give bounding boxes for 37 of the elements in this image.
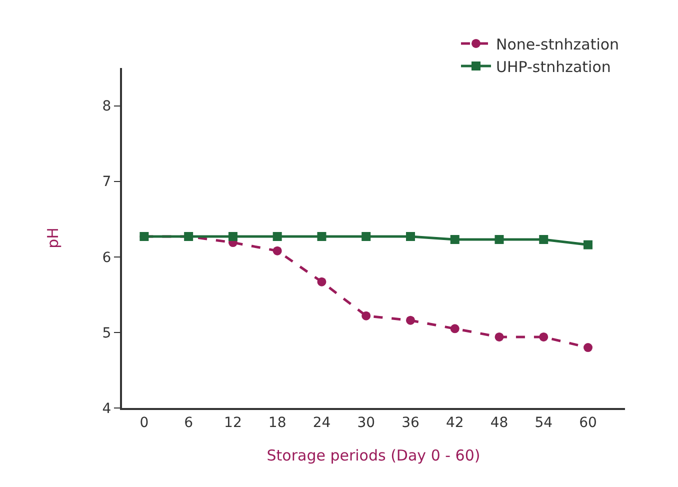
legend-label: UHP-stnhzation <box>496 58 611 76</box>
point <box>317 232 326 241</box>
point <box>362 232 371 241</box>
x-tick-label: 36 <box>402 414 420 431</box>
point <box>228 232 238 241</box>
point <box>494 332 504 342</box>
x-tick-label: 48 <box>490 414 508 431</box>
y-tick-label: 6 <box>102 250 112 266</box>
point <box>450 235 460 244</box>
x-tick-label: 6 <box>184 414 194 431</box>
point <box>406 316 415 325</box>
x-tick-label: 42 <box>446 414 464 431</box>
y-tick-label: 7 <box>102 174 112 190</box>
point <box>539 235 548 244</box>
x-tick-label: 24 <box>312 414 331 431</box>
y-axis-title: pH <box>44 228 62 248</box>
point <box>362 311 371 320</box>
legend-label: None-stnhzation <box>496 35 620 54</box>
x-tick-label: 12 <box>224 414 242 431</box>
point <box>450 324 460 334</box>
x-tick-label: 18 <box>268 414 286 431</box>
point <box>406 232 415 241</box>
point <box>539 332 548 342</box>
point <box>272 246 282 256</box>
point <box>494 235 504 244</box>
x-tick-label: 60 <box>579 414 597 431</box>
x-tick-label: 54 <box>534 414 553 431</box>
x-tick-label: 0 <box>140 414 149 431</box>
point <box>272 232 282 241</box>
x-tick-label: 30 <box>357 414 376 431</box>
y-tick-label: 4 <box>102 400 112 417</box>
x-axis-title: Storage periods (Day 0 - 60) <box>266 446 480 464</box>
y-tick-label: 5 <box>102 325 112 342</box>
y-tick-label: 8 <box>102 98 112 115</box>
point <box>317 277 326 286</box>
point <box>584 240 593 250</box>
point <box>584 343 593 352</box>
